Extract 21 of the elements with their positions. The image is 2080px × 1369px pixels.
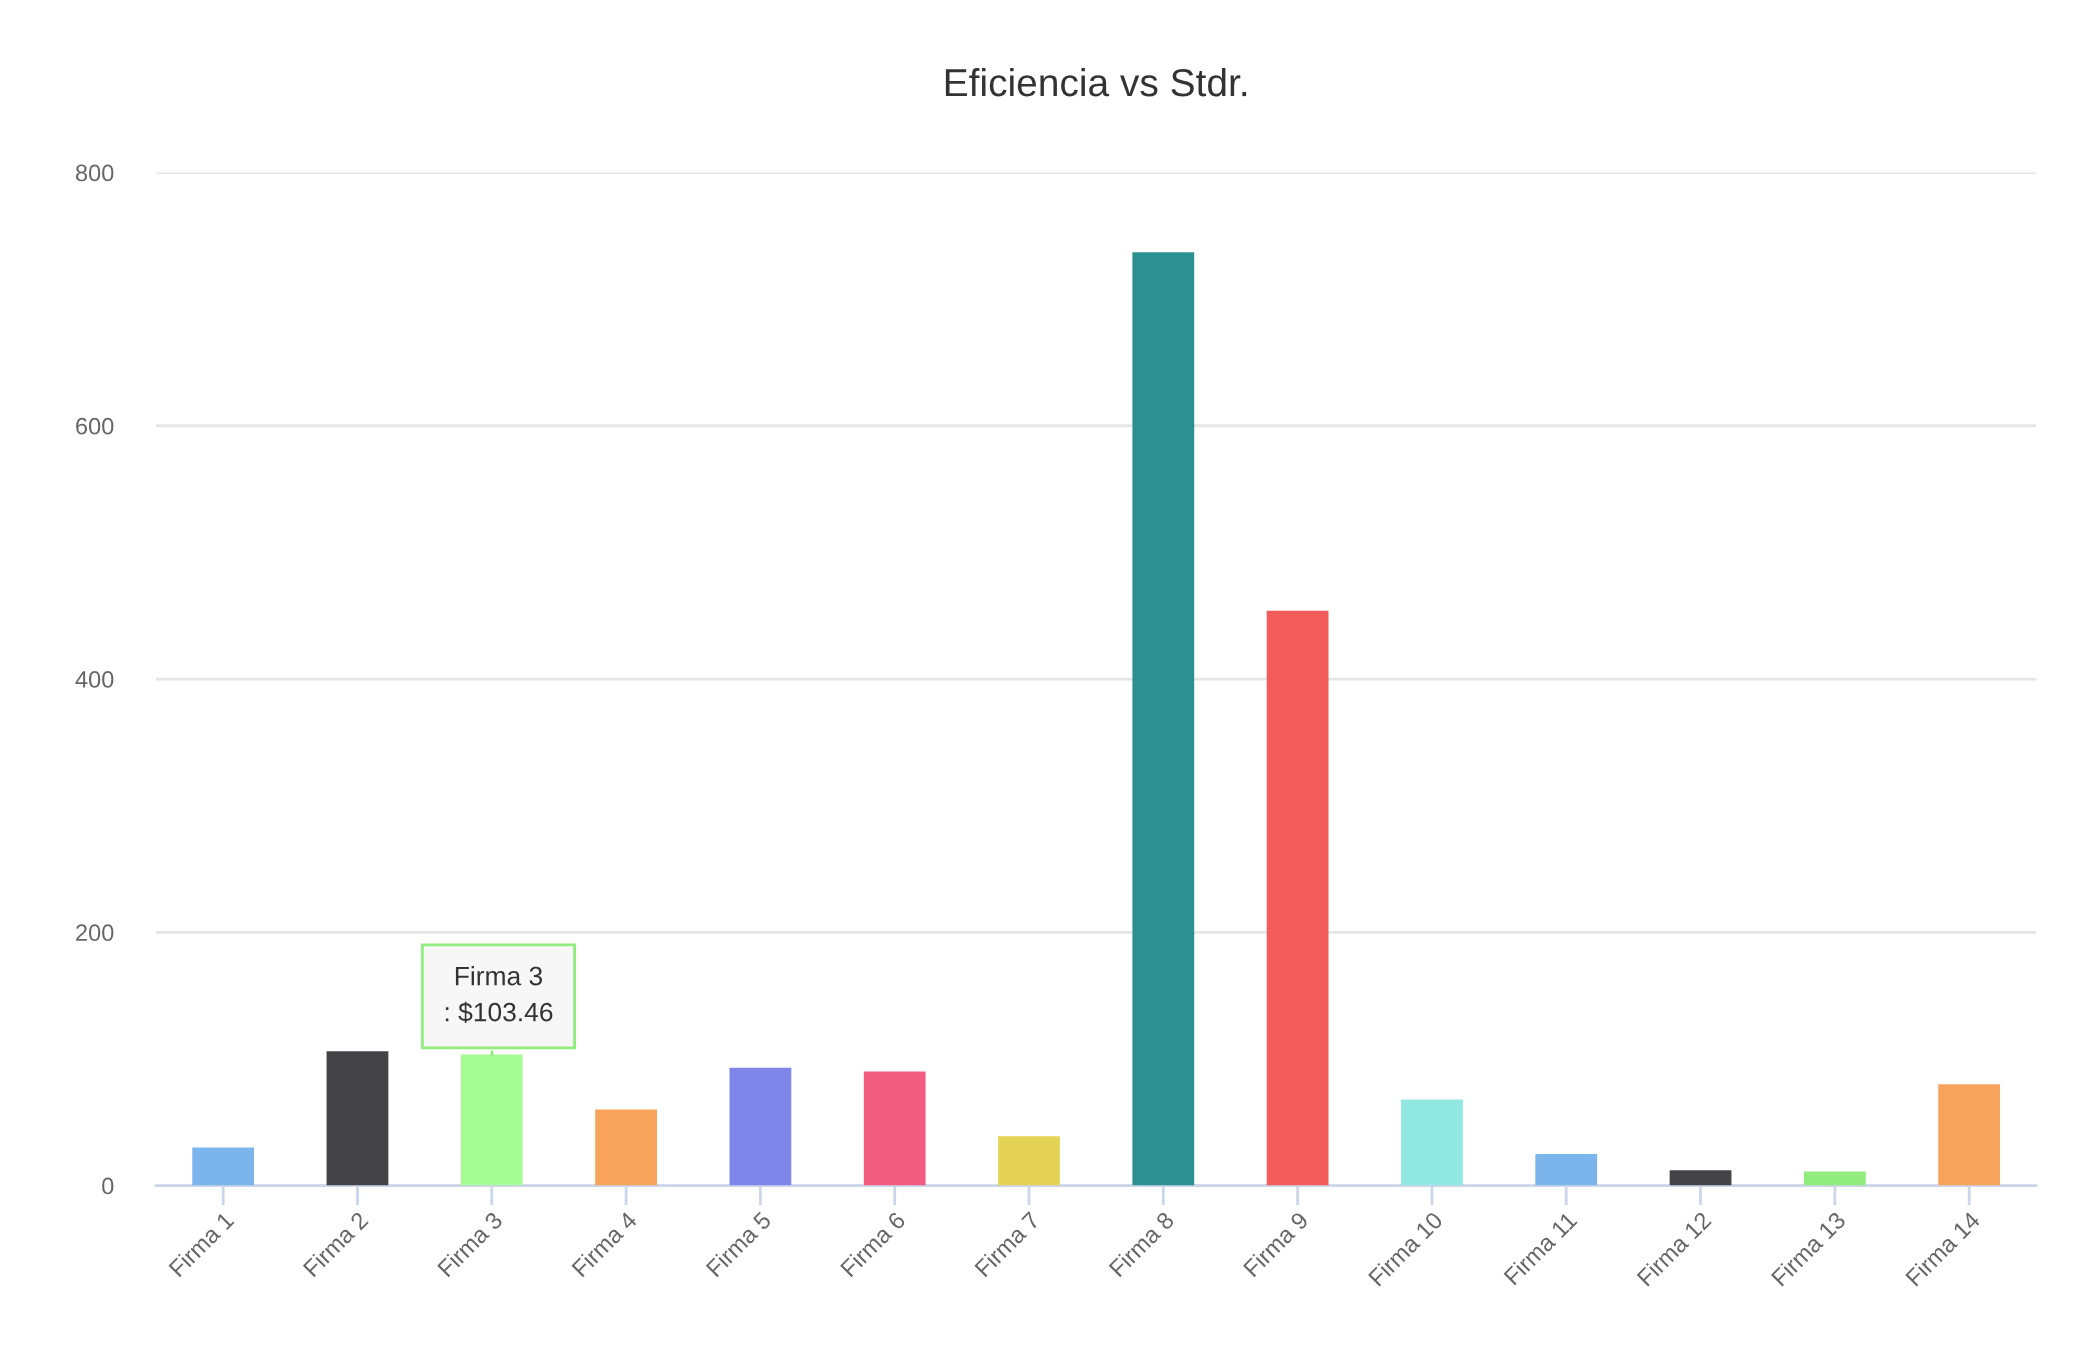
bar: [326, 1051, 389, 1186]
y-tick-label: 0: [102, 1177, 114, 1195]
annotation: Firma 3 : $103.46: [445, 966, 553, 1024]
bar: [729, 1067, 792, 1186]
bar: [863, 1071, 926, 1186]
y-tick-label: 400: [75, 671, 114, 688]
bar: [1535, 1153, 1598, 1186]
y-tick-label: 800: [75, 164, 114, 182]
bar: [595, 1109, 657, 1186]
bar: [192, 1147, 255, 1186]
chart-title: Eficiencia vs Stdr.: [945, 67, 1247, 97]
bar: [1938, 1084, 2001, 1186]
y-tick-label: 600: [76, 417, 114, 435]
bar: [1401, 1099, 1463, 1186]
bar: [1132, 252, 1195, 1186]
bar: [1669, 1170, 1732, 1186]
bar: [1266, 610, 1329, 1186]
bar: [998, 1136, 1060, 1186]
bar: [460, 1054, 523, 1186]
y-tick-label: 200: [76, 924, 114, 942]
bar: [1803, 1171, 1866, 1186]
